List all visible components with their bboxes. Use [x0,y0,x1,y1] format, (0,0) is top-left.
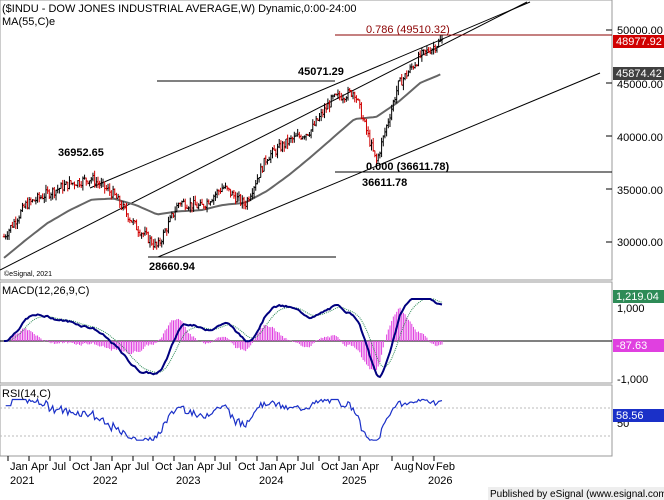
month-label-jul: Jul [135,461,149,473]
fib-0786-label: 0.786 (49510.32) [366,24,450,36]
price-tick-30000: 30000.00 [617,237,663,249]
annotation-36952: 36952.65 [58,147,104,159]
month-label-apr: Apr [31,461,48,473]
month-label-oct: Oct [238,461,255,473]
month-label-oct: Oct [72,461,89,473]
price-axis [606,29,612,243]
month-label-oct: Oct [321,461,338,473]
month-label-apr: Apr [362,461,379,473]
footer-credit: Published by eSignal (www.esignal.com) [490,489,664,500]
last-price-value: 48977.92 [616,36,662,48]
month-label-feb: Feb [436,461,455,473]
time-axis: Jan Apr Jul Oct Jan Apr Jul Oct Jan Apr Jul Oct Jan A… [7,456,455,487]
ma-label: MA(55,C)e [2,16,55,28]
annotation-28660: 28660.94 [149,261,196,273]
macd-label: MACD(12,26,9,C) [2,285,89,297]
macd-value: 1,219.04 [616,291,659,303]
month-label-jan: Jan [341,461,359,473]
macd-panel[interactable] [0,281,613,384]
year-label-2023: 2023 [176,475,200,487]
ma-line [3,73,441,259]
fib-0000-label: 0.000 (36611.78) [366,161,450,173]
macd-value-tag [613,290,664,303]
channel-bottom-line [157,72,601,258]
macd-histogram [5,307,443,370]
ma-price-value: 45874.42 [616,68,662,80]
year-label-2024: 2024 [259,475,283,487]
month-label-oct: Oct [155,461,172,473]
month-label-jul: Jul [300,461,314,473]
rsi-value: 58.56 [616,410,644,422]
month-label-jan: Jan [10,461,28,473]
hist-value: -87.63 [616,340,647,352]
price-tick-35000: 35000.00 [617,185,663,197]
month-label-jul: Jul [52,461,66,473]
rsi-value-tag [613,409,664,422]
footer-bg [488,487,664,500]
rsi-label: RSI(14,C) [2,388,51,400]
rsi-panel[interactable] [0,384,613,457]
chart-title: ($INDU - DOW JONES INDUSTRIAL AVERAGE,W)… [2,3,357,15]
ma-price-tag [613,67,664,80]
month-label-aug: Aug [394,461,414,473]
price-tick-45000: 45000.00 [617,79,663,91]
macd-tick-neg1000: -1,000 [617,374,648,386]
month-label-apr: Apr [114,461,131,473]
month-label-apr: Apr [197,461,214,473]
rsi-line [5,398,443,442]
watermark: ©eSignal, 2021 [4,270,52,278]
last-price-tag [613,35,664,48]
macd-signal-line [4,298,443,374]
hist-value-tag [613,339,664,352]
macd-tick-1000: 1,000 [617,303,645,315]
price-tick-40000: 40000.00 [617,132,663,144]
month-label-jan: Jan [176,461,194,473]
annotation-36611: 36611.78 [362,177,407,189]
year-label-2021: 2021 [10,475,34,487]
month-label-jul: Jul [217,461,231,473]
year-label-2026: 2026 [428,475,452,487]
channel-lower-line [0,1,528,271]
channel-upper-line [89,1,531,189]
year-label-2022: 2022 [93,475,117,487]
price-bars [2,34,444,251]
year-label-2025: 2025 [342,475,366,487]
macd-line [4,298,443,379]
annotation-45071: 45071.29 [298,66,344,78]
month-label-jan: Jan [93,461,111,473]
price-tick-50000: 50000.00 [617,25,663,37]
month-label-apr: Apr [279,461,296,473]
month-label-nov: Nov [415,461,435,473]
month-label-jan: Jan [259,461,277,473]
